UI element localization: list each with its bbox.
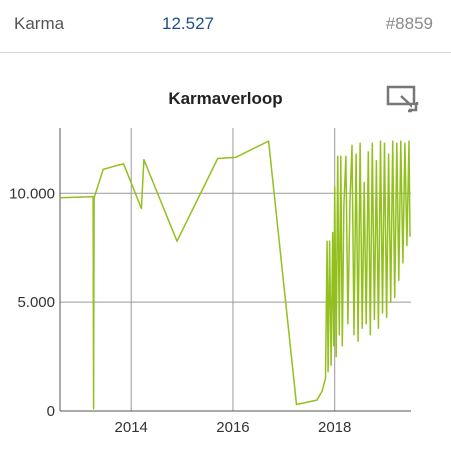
x-tick-label: 2014 [115,419,148,436]
x-tick-label: 2016 [216,419,249,436]
chart-title: Karmaverloop [168,89,283,108]
karma-label: Karma [14,14,65,33]
x-tick-label: 2018 [318,419,351,436]
y-tick-label: 10.000 [9,185,55,202]
y-tick-label: 5.000 [17,294,55,311]
karma-value: 12.527 [162,14,214,33]
expand-icon [386,85,419,113]
karma-series-line [59,140,411,410]
karma-row: Karma 12.527 #8859 [0,0,451,53]
y-tick-label: 0 [47,403,55,420]
karma-rank: #8859 [385,14,433,33]
expand-chart-button[interactable] [386,84,420,114]
